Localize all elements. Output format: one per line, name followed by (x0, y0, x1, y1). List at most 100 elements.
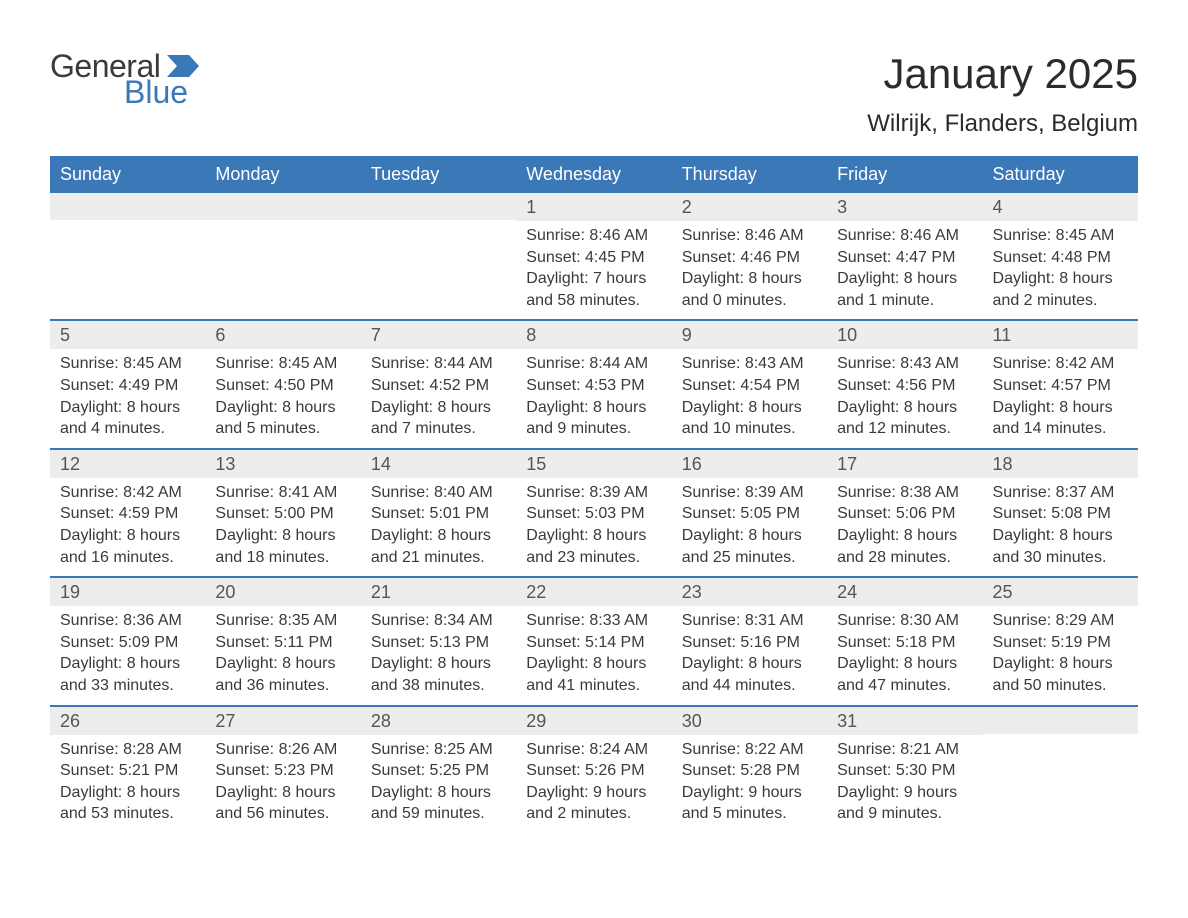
detail-line: Sunset: 4:57 PM (993, 375, 1128, 397)
detail-line: and 38 minutes. (371, 675, 506, 697)
detail-line: Sunset: 5:26 PM (526, 760, 661, 782)
day-number: 19 (50, 578, 205, 606)
day-cell: 23Sunrise: 8:31 AMSunset: 5:16 PMDayligh… (672, 578, 827, 704)
day-number: 6 (205, 321, 360, 349)
detail-line: and 12 minutes. (837, 418, 972, 440)
day-number: 17 (827, 450, 982, 478)
detail-line: Sunrise: 8:25 AM (371, 739, 506, 761)
day-cell: 11Sunrise: 8:42 AMSunset: 4:57 PMDayligh… (983, 321, 1138, 447)
detail-line: and 9 minutes. (837, 803, 972, 825)
detail-line: Daylight: 9 hours (526, 782, 661, 804)
day-details: Sunrise: 8:33 AMSunset: 5:14 PMDaylight:… (516, 606, 671, 704)
day-cell: 20Sunrise: 8:35 AMSunset: 5:11 PMDayligh… (205, 578, 360, 704)
detail-line: Daylight: 8 hours (993, 653, 1128, 675)
day-cell: 12Sunrise: 8:42 AMSunset: 4:59 PMDayligh… (50, 450, 205, 576)
day-number: 3 (827, 193, 982, 221)
detail-line: Sunrise: 8:24 AM (526, 739, 661, 761)
title-block: January 2025 Wilrijk, Flanders, Belgium (867, 50, 1138, 138)
week-row: 12Sunrise: 8:42 AMSunset: 4:59 PMDayligh… (50, 448, 1138, 576)
day-details: Sunrise: 8:34 AMSunset: 5:13 PMDaylight:… (361, 606, 516, 704)
detail-line: Sunrise: 8:40 AM (371, 482, 506, 504)
weekday-sunday: Sunday (50, 156, 205, 193)
detail-line: Sunrise: 8:41 AM (215, 482, 350, 504)
detail-line: and 1 minute. (837, 290, 972, 312)
detail-line: Daylight: 9 hours (837, 782, 972, 804)
day-cell: 30Sunrise: 8:22 AMSunset: 5:28 PMDayligh… (672, 707, 827, 833)
day-number: 5 (50, 321, 205, 349)
detail-line: and 47 minutes. (837, 675, 972, 697)
day-number: 16 (672, 450, 827, 478)
detail-line: Sunset: 4:53 PM (526, 375, 661, 397)
day-details: Sunrise: 8:46 AMSunset: 4:47 PMDaylight:… (827, 221, 982, 319)
day-details: Sunrise: 8:35 AMSunset: 5:11 PMDaylight:… (205, 606, 360, 704)
brand-logo: General Blue (50, 50, 199, 108)
day-number: 13 (205, 450, 360, 478)
detail-line: and 28 minutes. (837, 547, 972, 569)
detail-line: Sunrise: 8:42 AM (60, 482, 195, 504)
detail-line: Daylight: 8 hours (526, 653, 661, 675)
detail-line: Sunrise: 8:44 AM (371, 353, 506, 375)
day-details (361, 220, 516, 232)
detail-line: Sunrise: 8:22 AM (682, 739, 817, 761)
location-text: Wilrijk, Flanders, Belgium (867, 110, 1138, 138)
detail-line: Sunset: 5:16 PM (682, 632, 817, 654)
day-cell: 3Sunrise: 8:46 AMSunset: 4:47 PMDaylight… (827, 193, 982, 319)
weeks-container: 1Sunrise: 8:46 AMSunset: 4:45 PMDaylight… (50, 193, 1138, 833)
day-cell: 28Sunrise: 8:25 AMSunset: 5:25 PMDayligh… (361, 707, 516, 833)
detail-line: Sunset: 5:00 PM (215, 503, 350, 525)
detail-line: and 16 minutes. (60, 547, 195, 569)
day-cell: 1Sunrise: 8:46 AMSunset: 4:45 PMDaylight… (516, 193, 671, 319)
detail-line: Sunset: 5:01 PM (371, 503, 506, 525)
day-number: 11 (983, 321, 1138, 349)
day-details: Sunrise: 8:43 AMSunset: 4:54 PMDaylight:… (672, 349, 827, 447)
detail-line: and 14 minutes. (993, 418, 1128, 440)
detail-line: Sunset: 4:52 PM (371, 375, 506, 397)
day-details: Sunrise: 8:36 AMSunset: 5:09 PMDaylight:… (50, 606, 205, 704)
day-number: 15 (516, 450, 671, 478)
day-details: Sunrise: 8:22 AMSunset: 5:28 PMDaylight:… (672, 735, 827, 833)
day-details: Sunrise: 8:46 AMSunset: 4:46 PMDaylight:… (672, 221, 827, 319)
detail-line: and 25 minutes. (682, 547, 817, 569)
detail-line: Sunrise: 8:46 AM (837, 225, 972, 247)
day-details: Sunrise: 8:45 AMSunset: 4:48 PMDaylight:… (983, 221, 1138, 319)
detail-line: Sunset: 5:14 PM (526, 632, 661, 654)
day-details: Sunrise: 8:40 AMSunset: 5:01 PMDaylight:… (361, 478, 516, 576)
detail-line: Sunset: 4:59 PM (60, 503, 195, 525)
day-details: Sunrise: 8:45 AMSunset: 4:49 PMDaylight:… (50, 349, 205, 447)
day-number: 4 (983, 193, 1138, 221)
detail-line: Sunrise: 8:39 AM (526, 482, 661, 504)
day-details: Sunrise: 8:42 AMSunset: 4:57 PMDaylight:… (983, 349, 1138, 447)
day-cell: 15Sunrise: 8:39 AMSunset: 5:03 PMDayligh… (516, 450, 671, 576)
day-details (205, 220, 360, 232)
page-title: January 2025 (867, 50, 1138, 98)
day-number: 24 (827, 578, 982, 606)
day-number: 9 (672, 321, 827, 349)
day-details: Sunrise: 8:21 AMSunset: 5:30 PMDaylight:… (827, 735, 982, 833)
day-number: 30 (672, 707, 827, 735)
detail-line: Sunset: 5:18 PM (837, 632, 972, 654)
detail-line: and 44 minutes. (682, 675, 817, 697)
detail-line: and 21 minutes. (371, 547, 506, 569)
day-cell: 9Sunrise: 8:43 AMSunset: 4:54 PMDaylight… (672, 321, 827, 447)
day-cell: 19Sunrise: 8:36 AMSunset: 5:09 PMDayligh… (50, 578, 205, 704)
day-number: 8 (516, 321, 671, 349)
detail-line: Sunset: 5:19 PM (993, 632, 1128, 654)
day-details: Sunrise: 8:39 AMSunset: 5:05 PMDaylight:… (672, 478, 827, 576)
detail-line: Daylight: 8 hours (60, 397, 195, 419)
detail-line: Daylight: 9 hours (682, 782, 817, 804)
detail-line: Daylight: 8 hours (526, 397, 661, 419)
detail-line: and 23 minutes. (526, 547, 661, 569)
detail-line: Daylight: 8 hours (215, 782, 350, 804)
detail-line: Daylight: 8 hours (682, 397, 817, 419)
detail-line: Sunset: 4:48 PM (993, 247, 1128, 269)
detail-line: Sunset: 4:46 PM (682, 247, 817, 269)
detail-line: Daylight: 8 hours (682, 268, 817, 290)
day-details: Sunrise: 8:38 AMSunset: 5:06 PMDaylight:… (827, 478, 982, 576)
detail-line: Sunset: 4:49 PM (60, 375, 195, 397)
detail-line: Daylight: 8 hours (993, 268, 1128, 290)
day-number: 28 (361, 707, 516, 735)
day-cell: 17Sunrise: 8:38 AMSunset: 5:06 PMDayligh… (827, 450, 982, 576)
detail-line: Sunset: 5:13 PM (371, 632, 506, 654)
detail-line: Sunrise: 8:31 AM (682, 610, 817, 632)
detail-line: and 18 minutes. (215, 547, 350, 569)
